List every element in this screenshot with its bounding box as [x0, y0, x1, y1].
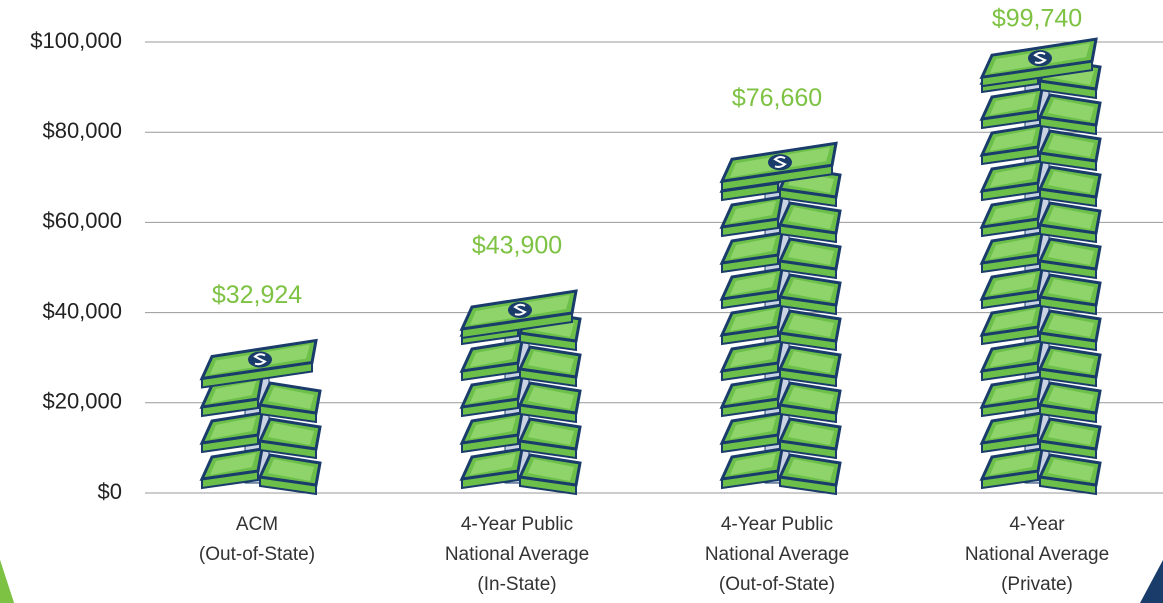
x-tick-label: (Out-of-State) — [719, 574, 835, 595]
y-tick-label: $60,000 — [42, 208, 122, 233]
y-tick-label: $20,000 — [42, 389, 122, 414]
bar — [722, 143, 840, 494]
x-tick-label: (Out-of-State) — [199, 544, 315, 565]
x-tick-label: 4-Year — [1009, 514, 1065, 535]
x-tick-label: (Private) — [1001, 574, 1073, 595]
x-tick-label: National Average — [965, 544, 1109, 565]
value-label: $43,900 — [472, 232, 562, 260]
bar — [982, 39, 1100, 494]
x-tick-label: 4-Year Public — [721, 514, 833, 535]
chart: $0 $20,000 $40,000 $60,000 $80,000 $100,000 $3… — [0, 0, 1163, 603]
x-tick-label: (In-State) — [477, 574, 556, 595]
value-label: $76,660 — [732, 84, 822, 112]
corner-decoration — [1140, 560, 1163, 603]
y-tick-label: $40,000 — [42, 298, 122, 323]
bar — [462, 291, 580, 494]
page: {"chart_data": {"type": "money-stack", "… — [0, 0, 1163, 603]
corner-decoration — [0, 560, 14, 603]
x-tick-label: 4-Year Public — [461, 514, 573, 535]
x-tick-label: ACM — [236, 514, 278, 535]
y-tick-label: $100,000 — [30, 28, 122, 53]
value-label: $32,924 — [212, 281, 302, 309]
x-tick-label: National Average — [705, 544, 849, 565]
y-tick-label: $80,000 — [42, 118, 122, 143]
value-label: $99,740 — [992, 5, 1082, 33]
y-tick-label: $0 — [98, 479, 122, 504]
x-tick-label: National Average — [445, 544, 589, 565]
bar — [202, 341, 320, 494]
